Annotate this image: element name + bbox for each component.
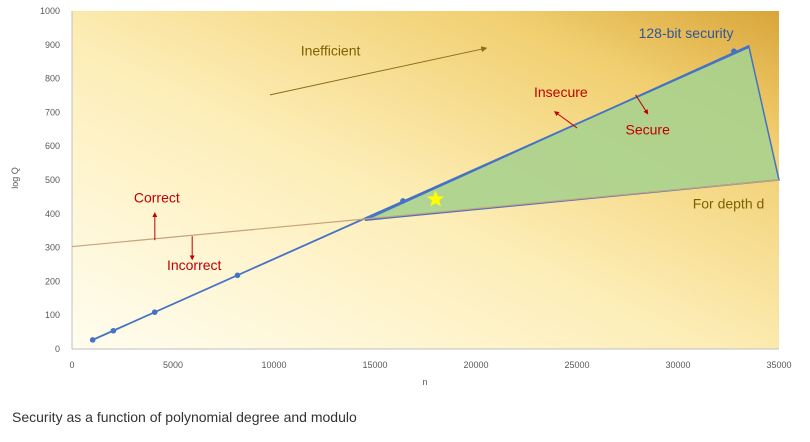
y-tick-label: 800 (45, 74, 60, 84)
security-point (89, 337, 96, 343)
security-point (731, 48, 737, 55)
security-128-label: 128-bit security (639, 25, 734, 41)
inefficient-label: Inefficient (301, 43, 361, 59)
x-tick-label: 25000 (564, 360, 589, 370)
security-point (234, 272, 241, 279)
incorrect-label: Incorrect (167, 257, 222, 273)
y-tick-label: 0 (55, 344, 60, 354)
y-tick-label: 400 (45, 209, 60, 219)
secure-label: Secure (626, 121, 671, 137)
x-tick-label: 35000 (766, 360, 791, 370)
y-tick-label: 300 (45, 243, 60, 253)
x-tick-label: 15000 (362, 360, 387, 370)
x-tick-label: 5000 (163, 360, 183, 370)
insecure-label: Insecure (534, 84, 588, 100)
chart-figure: 0 100 200 300 400 500 600 700 800 900 1000 0 5000 100… (10, 6, 792, 387)
security-point (110, 327, 117, 334)
x-tick-label: 30000 (665, 360, 690, 370)
insecure-arrow (553, 111, 578, 129)
security-point (400, 198, 406, 204)
star-marker (427, 190, 445, 207)
security-line (92, 46, 750, 341)
y-tick-label: 700 (45, 107, 60, 117)
x-axis-label: n (422, 377, 427, 387)
secure-arrow (635, 94, 649, 115)
y-tick-label: 900 (45, 40, 60, 50)
y-tick-label: 200 (45, 276, 60, 286)
x-tick-label: 0 (69, 360, 74, 370)
for-depth-label: For depth d (693, 195, 765, 211)
y-tick-label: 600 (45, 141, 60, 151)
y-tick-label: 500 (45, 175, 60, 185)
y-axis-label: log Q (10, 167, 20, 189)
depth-line (71, 179, 780, 248)
inefficient-arrow (269, 46, 488, 96)
security-point (151, 309, 158, 315)
y-tick-label: 100 (45, 310, 60, 320)
y-tick-label: 1000 (40, 6, 60, 16)
x-tick-label: 20000 (463, 360, 488, 370)
correct-label: Correct (134, 190, 180, 206)
figure-caption: Security as a function of polynomial deg… (12, 409, 357, 425)
x-tick-label: 10000 (261, 360, 286, 370)
